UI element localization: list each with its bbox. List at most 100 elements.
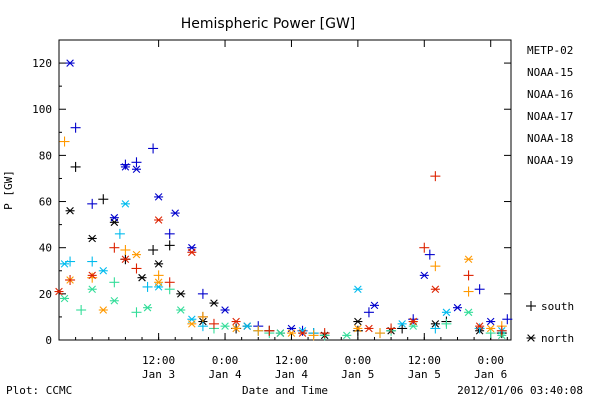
south-point — [164, 228, 175, 239]
south-point — [502, 314, 513, 325]
legend: METP-02 NOAA-15 NOAA-16 NOAA-17 NOAA-18 NOAA-… — [527, 44, 573, 167]
south-marker-symbol — [526, 301, 536, 311]
north-point — [286, 329, 296, 337]
north-point — [475, 322, 485, 330]
south-point — [197, 321, 208, 332]
x-tick-time-label: 12:00 — [275, 354, 308, 367]
south-point — [76, 305, 87, 315]
y-tick-label: 120 — [32, 57, 52, 70]
north-point — [65, 207, 75, 215]
north-point — [353, 285, 363, 293]
south-point — [148, 143, 159, 154]
legend-item: NOAA-16 — [527, 88, 573, 101]
south-point — [164, 240, 175, 251]
north-point — [286, 324, 296, 333]
south-point — [308, 330, 319, 341]
x-tick-time-label: 12:00 — [408, 354, 441, 367]
north-point — [170, 209, 180, 217]
north-point — [60, 294, 70, 303]
north-point — [60, 260, 70, 268]
south-point — [441, 318, 452, 329]
south-point — [496, 325, 507, 336]
north-point — [209, 299, 219, 307]
south-point — [430, 261, 441, 272]
x-tick-date-label: Jan 5 — [341, 368, 374, 381]
x-tick-time-label: 0:00 — [477, 354, 504, 367]
south-point — [352, 325, 363, 336]
y-tick-label: 40 — [39, 242, 52, 255]
south-point — [109, 242, 120, 253]
north-point — [98, 267, 108, 275]
north-point — [275, 329, 285, 337]
x-tick-date-label: Jan 4 — [208, 368, 241, 381]
north-point — [131, 250, 141, 259]
south-point — [70, 122, 81, 133]
y-tick-label: 60 — [39, 196, 52, 209]
north-point — [176, 306, 186, 314]
north-point — [464, 255, 474, 263]
x-axis-label: Date and Time — [242, 384, 328, 397]
x-tick-date-label: Jan 6 — [474, 368, 507, 381]
y-tick-label: 0 — [45, 334, 52, 347]
south-point — [120, 159, 131, 170]
north-point — [109, 297, 119, 305]
south-point — [430, 171, 441, 182]
x-tick-time-label: 0:00 — [345, 354, 372, 367]
north-point — [154, 193, 164, 201]
north-point — [452, 303, 462, 312]
data-points — [54, 59, 513, 341]
south-marker-label: south — [541, 300, 574, 313]
south-point — [70, 161, 81, 172]
south-point — [363, 307, 374, 318]
south-point — [98, 194, 109, 205]
legend-item: NOAA-18 — [527, 132, 573, 145]
south-point — [59, 136, 70, 147]
north-point — [137, 273, 147, 282]
north-point — [364, 324, 374, 333]
chart-title: Hemispheric Power [GW] — [181, 16, 356, 32]
legend-item: NOAA-17 — [527, 110, 573, 123]
north-point — [353, 317, 363, 326]
south-point — [319, 328, 330, 339]
marker-legend: south north — [526, 300, 574, 345]
plot-frame — [58, 39, 512, 341]
south-point — [87, 198, 98, 209]
north-point — [441, 308, 451, 317]
north-point — [143, 303, 153, 312]
legend-item: NOAA-19 — [527, 154, 573, 167]
north-point — [54, 287, 64, 296]
south-point — [397, 323, 408, 334]
south-point — [386, 323, 397, 334]
legend-item: METP-02 — [527, 44, 573, 57]
north-point — [154, 283, 164, 291]
south-point — [131, 157, 142, 168]
x-tick-time-label: 0:00 — [212, 354, 239, 367]
north-point — [154, 216, 164, 224]
south-point — [148, 245, 159, 255]
north-point — [464, 308, 474, 317]
y-tick-label: 80 — [39, 149, 52, 162]
footer-plot-credit: Plot: CCMC — [6, 384, 72, 397]
south-point — [430, 323, 441, 334]
south-point — [114, 228, 125, 239]
south-point — [408, 314, 419, 325]
south-marker-icon — [526, 301, 536, 311]
north-point — [87, 234, 97, 243]
south-point — [264, 325, 275, 336]
north-point — [87, 285, 97, 293]
south-point — [474, 284, 485, 295]
south-point — [474, 323, 485, 334]
north-point — [187, 248, 197, 257]
north-point — [176, 290, 186, 298]
south-point — [131, 307, 142, 318]
north-point — [220, 322, 230, 330]
north-point — [486, 317, 496, 326]
south-point — [142, 281, 153, 292]
south-point — [197, 288, 208, 299]
y-axis: 0 20 40 60 80 100 120 — [32, 57, 511, 347]
north-point — [154, 260, 164, 268]
x-tick-date-label: Jan 3 — [142, 368, 175, 381]
south-point — [419, 242, 430, 253]
